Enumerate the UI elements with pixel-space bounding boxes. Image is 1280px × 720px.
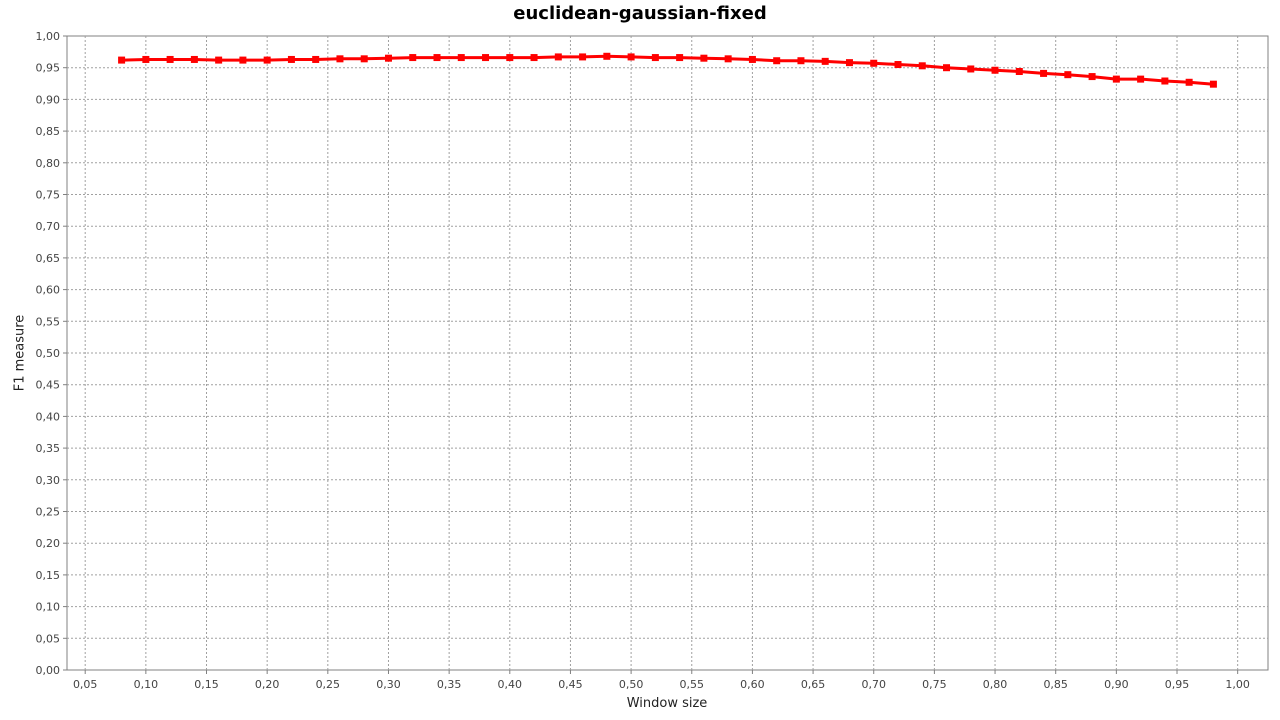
y-tick-label: 0,35: [36, 442, 61, 455]
y-tick-label: 0,00: [36, 664, 61, 677]
data-point: [1137, 75, 1145, 83]
data-point: [1088, 73, 1096, 81]
x-tick-label: 0,70: [861, 678, 886, 691]
x-tick-label: 0,85: [1043, 678, 1068, 691]
x-tick-label: 0,10: [134, 678, 159, 691]
data-point: [336, 55, 344, 63]
x-tick-label: 0,90: [1104, 678, 1129, 691]
data-point: [1064, 71, 1072, 79]
y-tick-label: 0,30: [36, 474, 61, 487]
y-tick-label: 0,75: [36, 189, 61, 202]
x-axis: 0,05 0,10 0,15 0,20 0,25 0,30 0,35 0,40 0,45 0,50…: [73, 670, 1250, 691]
data-point: [724, 55, 732, 63]
data-point: [554, 53, 562, 61]
x-tick-label: 0,95: [1165, 678, 1190, 691]
y-tick-label: 0,90: [36, 93, 61, 106]
x-tick-label: 0,75: [922, 678, 947, 691]
data-point: [918, 62, 926, 70]
x-tick-label: 0,20: [255, 678, 280, 691]
x-tick-label: 0,80: [983, 678, 1008, 691]
data-point: [821, 57, 829, 65]
x-tick-label: 0,50: [619, 678, 644, 691]
y-tick-label: 0,85: [36, 125, 61, 138]
data-point: [384, 54, 392, 62]
data-point: [1161, 77, 1169, 85]
y-tick-label: 0,70: [36, 220, 61, 233]
data-point: [190, 55, 198, 63]
data-point: [579, 53, 587, 61]
data-point: [409, 54, 417, 62]
data-point: [287, 55, 295, 63]
data-point: [530, 54, 538, 62]
data-point: [312, 55, 320, 63]
data-point: [482, 54, 490, 62]
x-tick-label: 0,40: [498, 678, 523, 691]
y-tick-label: 0,60: [36, 284, 61, 297]
x-axis-label: Window size: [626, 696, 708, 711]
x-tick-label: 0,35: [437, 678, 462, 691]
data-point: [118, 56, 126, 64]
y-tick-label: 0,05: [36, 632, 61, 645]
series-line: [121, 54, 1214, 86]
data-point: [1040, 69, 1048, 77]
y-tick-label: 0,80: [36, 157, 61, 170]
y-tick-label: 0,50: [36, 347, 61, 360]
y-tick-label: 0,20: [36, 537, 61, 550]
y-tick-label: 0,95: [36, 62, 61, 75]
data-point: [1112, 75, 1120, 83]
grid-lines: [67, 36, 1268, 670]
y-tick-label: 0,40: [36, 410, 61, 423]
data-point: [166, 55, 174, 63]
x-tick-label: 0,65: [801, 678, 826, 691]
data-point: [457, 54, 465, 62]
y-tick-label: 0,45: [36, 379, 61, 392]
data-point: [1185, 78, 1193, 86]
data-point: [142, 55, 150, 63]
data-point: [1209, 80, 1217, 88]
data-point: [991, 66, 999, 74]
x-tick-label: 0,45: [558, 678, 583, 691]
data-point: [748, 55, 756, 63]
x-tick-label: 0,15: [194, 678, 219, 691]
y-tick-label: 0,25: [36, 506, 61, 519]
x-tick-label: 0,60: [740, 678, 765, 691]
data-point: [651, 54, 659, 62]
y-tick-label: 0,15: [36, 569, 61, 582]
data-point: [627, 53, 635, 61]
chart-title: euclidean-gaussian-fixed: [513, 3, 767, 24]
data-point: [894, 61, 902, 69]
data-point: [967, 65, 975, 73]
x-tick-label: 0,30: [376, 678, 401, 691]
data-point: [943, 64, 951, 72]
data-point: [1015, 68, 1023, 76]
data-point: [506, 54, 514, 62]
x-tick-label: 0,25: [316, 678, 341, 691]
data-point: [215, 56, 223, 64]
y-tick-label: 1,00: [36, 30, 61, 43]
series-layer: [118, 52, 1217, 88]
data-point: [433, 54, 441, 62]
data-point: [797, 57, 805, 65]
data-point: [676, 54, 684, 62]
x-tick-label: 1,00: [1225, 678, 1250, 691]
data-point: [603, 52, 611, 60]
x-tick-label: 0,05: [73, 678, 98, 691]
y-axis: 0,00 0,05 0,10 0,15 0,20 0,25 0,30 0,35 0,40 0,45…: [36, 30, 67, 677]
y-tick-label: 0,55: [36, 315, 61, 328]
y-tick-label: 0,65: [36, 252, 61, 265]
y-tick-label: 0,10: [36, 601, 61, 614]
data-point: [845, 59, 853, 67]
data-point: [700, 54, 708, 62]
data-point: [263, 56, 271, 64]
data-point: [773, 57, 781, 65]
data-point: [239, 56, 247, 64]
data-point: [360, 55, 368, 63]
x-tick-label: 0,55: [680, 678, 705, 691]
data-point: [870, 59, 878, 67]
